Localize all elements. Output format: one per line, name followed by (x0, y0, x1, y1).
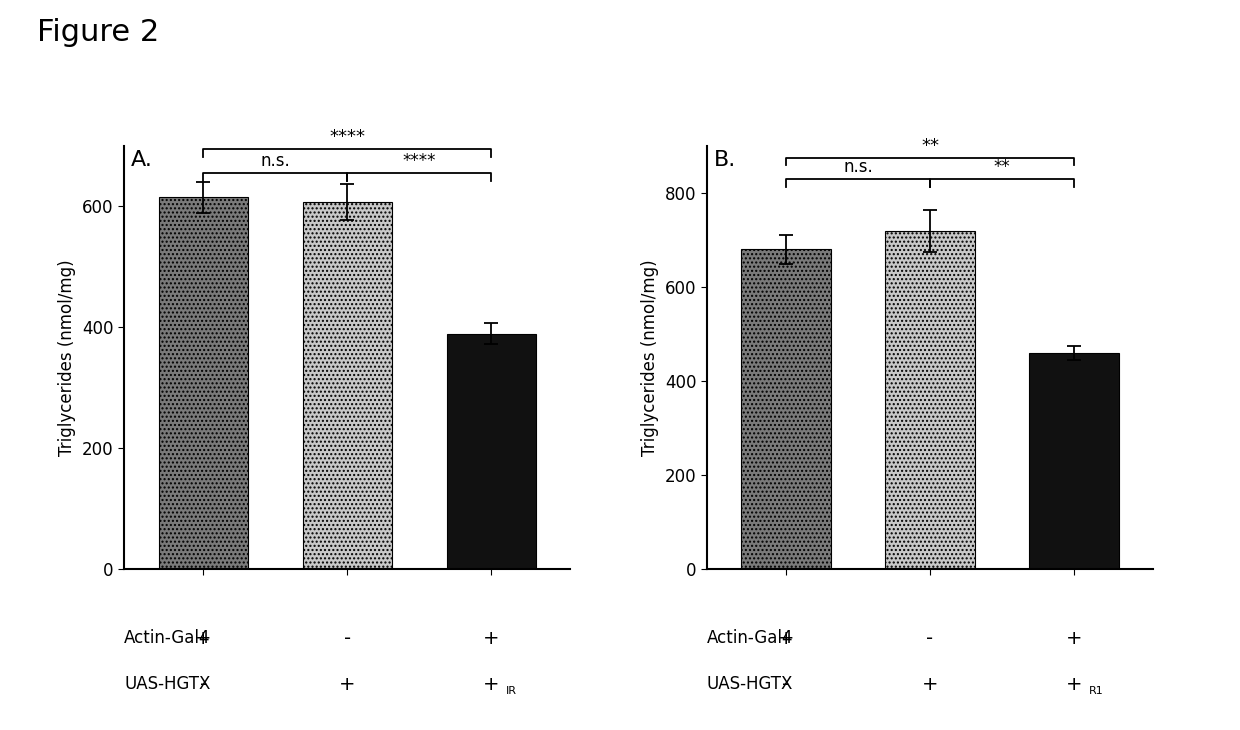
Text: A.: A. (131, 150, 153, 170)
Text: +: + (921, 675, 939, 694)
Text: +: + (1065, 629, 1083, 648)
Text: B.: B. (714, 150, 737, 170)
Bar (742, 250, 831, 569)
Text: +: + (195, 629, 212, 648)
Bar (159, 197, 248, 569)
Text: Actin-Gal4: Actin-Gal4 (707, 629, 794, 647)
Bar (885, 231, 975, 569)
Text: R1: R1 (1089, 686, 1104, 696)
Text: UAS-HGTX: UAS-HGTX (124, 675, 211, 693)
Text: -: - (926, 629, 934, 648)
Text: Figure 2: Figure 2 (37, 18, 160, 47)
Y-axis label: Triglycerides (nmol/mg): Triglycerides (nmol/mg) (58, 259, 77, 456)
Text: +: + (482, 629, 500, 648)
Text: -: - (200, 675, 207, 694)
Bar (1029, 353, 1118, 569)
Text: +: + (1065, 675, 1083, 694)
Text: Actin-Gal4: Actin-Gal4 (124, 629, 211, 647)
Text: n.s.: n.s. (260, 152, 290, 170)
Text: +: + (339, 675, 356, 694)
Text: ****: **** (329, 128, 366, 146)
Text: ****: **** (403, 152, 436, 170)
Text: +: + (482, 675, 500, 694)
Y-axis label: Triglycerides (nmol/mg): Triglycerides (nmol/mg) (641, 259, 660, 456)
Text: UAS-HGTX: UAS-HGTX (707, 675, 794, 693)
Text: **: ** (993, 158, 1011, 176)
Text: -: - (343, 629, 351, 648)
Text: n.s.: n.s. (843, 158, 873, 176)
Text: **: ** (921, 137, 939, 155)
Bar (446, 334, 536, 569)
Text: -: - (782, 675, 790, 694)
Text: +: + (777, 629, 795, 648)
Text: IR: IR (506, 686, 517, 696)
Bar (303, 202, 392, 569)
